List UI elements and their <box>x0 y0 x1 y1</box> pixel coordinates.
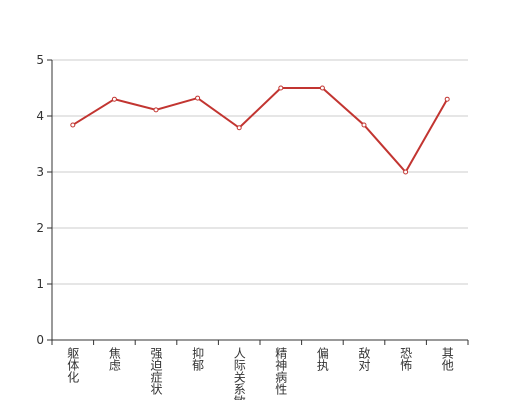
y-tick-label: 3 <box>36 165 44 179</box>
x-tick-label: 人际关系敏感 <box>232 347 246 400</box>
point <box>444 96 450 102</box>
x-tick-label: 敌对 <box>357 346 371 371</box>
point <box>403 169 409 175</box>
y-tick-label: 1 <box>36 277 44 291</box>
point <box>236 125 242 131</box>
y-tick-label: 4 <box>36 109 44 123</box>
point <box>195 95 201 101</box>
point <box>70 122 76 128</box>
y-tick-label: 5 <box>36 53 44 67</box>
x-tick-label: 恐怖 <box>399 347 413 371</box>
x-tick-label: 抑郁 <box>191 346 205 372</box>
point <box>278 85 284 91</box>
x-tick-label: 焦虑 <box>107 347 121 371</box>
x-tick-label: 躯体化 <box>66 346 80 384</box>
point <box>153 107 159 113</box>
x-tick-label: 精神病性 <box>274 347 288 396</box>
point <box>111 96 117 102</box>
point <box>361 122 367 128</box>
line <box>72 87 449 174</box>
y-tick-label: 2 <box>36 221 44 235</box>
x-tick-label: 偏执 <box>315 346 329 372</box>
y-tick-label: 0 <box>36 333 44 347</box>
x-tick-label: 强迫症状 <box>149 347 163 395</box>
point <box>319 85 325 91</box>
x-tick-label: 其他 <box>440 347 454 371</box>
